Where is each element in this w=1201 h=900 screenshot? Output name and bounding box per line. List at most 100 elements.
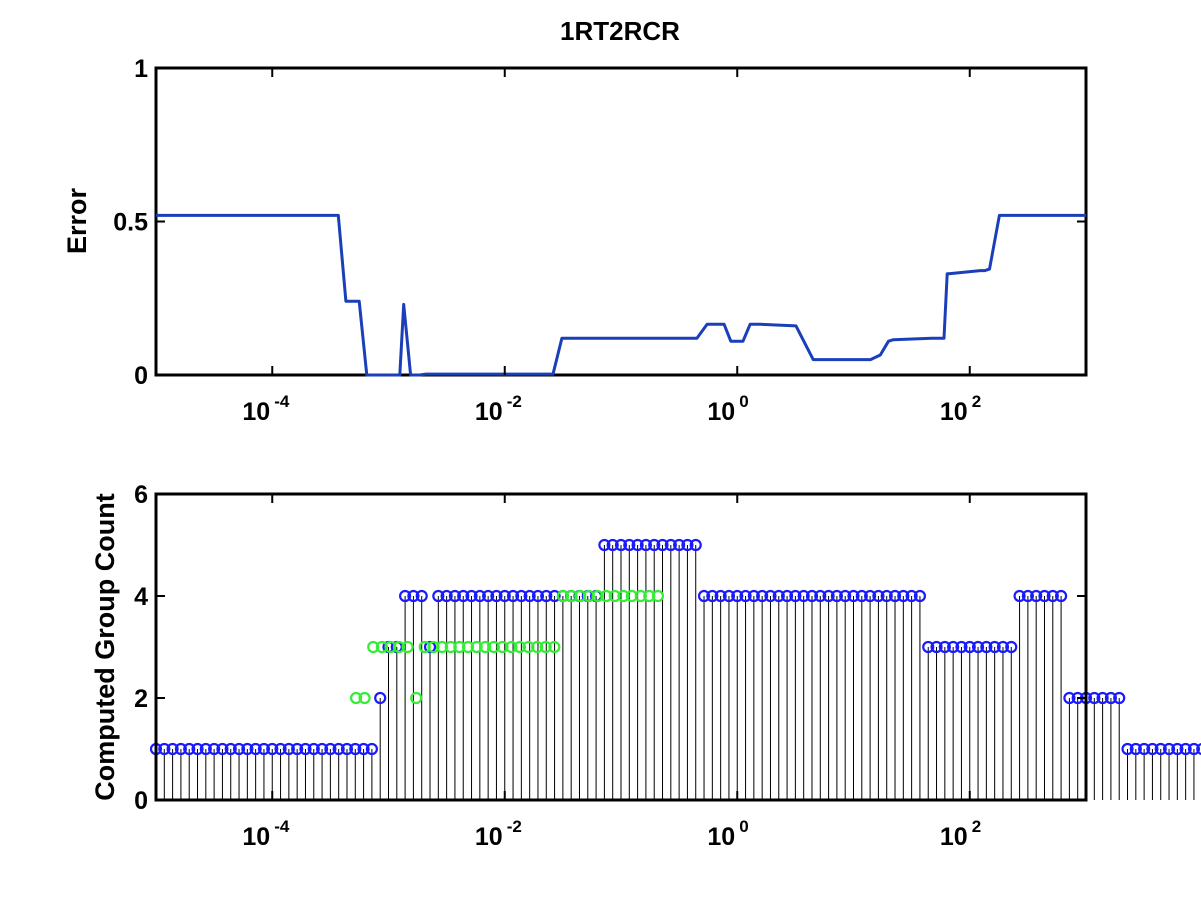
blue-marker bbox=[697, 589, 711, 603]
blue-marker bbox=[681, 538, 694, 552]
x-tick-exponent: 0 bbox=[739, 817, 748, 836]
blue-marker bbox=[1179, 742, 1192, 756]
x-tick-exponent: -2 bbox=[507, 392, 522, 411]
green-marker bbox=[401, 640, 414, 654]
blue-marker bbox=[1013, 589, 1026, 603]
blue-marker bbox=[199, 742, 212, 756]
blue-marker bbox=[1113, 691, 1126, 705]
green-marker bbox=[392, 640, 406, 654]
green-marker bbox=[479, 640, 492, 654]
green-marker bbox=[565, 589, 578, 603]
blue-marker bbox=[1063, 691, 1076, 705]
blue-marker bbox=[855, 589, 868, 603]
blue-marker bbox=[780, 589, 794, 603]
blue-marker bbox=[847, 589, 860, 603]
blue-marker bbox=[830, 589, 843, 603]
blue-marker bbox=[756, 589, 769, 603]
blue-marker bbox=[1046, 589, 1059, 603]
blue-marker bbox=[423, 640, 437, 654]
blue-marker bbox=[490, 589, 503, 603]
blue-marker bbox=[365, 742, 378, 756]
blue-marker bbox=[208, 742, 221, 756]
green-marker bbox=[375, 640, 388, 654]
blue-marker bbox=[656, 538, 669, 552]
green-marker bbox=[505, 640, 518, 654]
blue-marker bbox=[897, 589, 910, 603]
blue-marker bbox=[307, 742, 320, 756]
blue-marker bbox=[1129, 742, 1142, 756]
blue-marker bbox=[465, 589, 478, 603]
green-marker bbox=[427, 640, 440, 654]
blue-marker bbox=[764, 589, 777, 603]
green-marker bbox=[513, 640, 527, 654]
green-marker bbox=[435, 640, 449, 654]
blue-marker bbox=[274, 742, 287, 756]
blue-marker bbox=[440, 589, 453, 603]
green-marker bbox=[453, 640, 466, 654]
x-tick-exponent: 2 bbox=[972, 392, 981, 411]
green-marker bbox=[591, 589, 604, 603]
blue-marker bbox=[324, 742, 337, 756]
blue-marker bbox=[648, 538, 661, 552]
green-markers bbox=[349, 589, 665, 705]
blue-marker bbox=[357, 742, 370, 756]
y-tick-label: 0.5 bbox=[113, 209, 148, 237]
blue-marker bbox=[482, 589, 495, 603]
green-marker bbox=[418, 640, 431, 654]
green-marker bbox=[600, 589, 613, 603]
blue-marker bbox=[1088, 691, 1101, 705]
blue-marker bbox=[1171, 742, 1184, 756]
blue-marker bbox=[399, 589, 412, 603]
blue-marker bbox=[673, 538, 686, 552]
blue-marker bbox=[1154, 742, 1167, 756]
green-marker bbox=[470, 640, 483, 654]
blue-marker bbox=[731, 589, 744, 603]
green-marker bbox=[358, 691, 371, 705]
blue-marker bbox=[1030, 589, 1043, 603]
group-count-axis-label: Computed Group Count bbox=[90, 493, 120, 800]
blue-marker bbox=[249, 742, 262, 756]
y-tick-label: 6 bbox=[134, 481, 148, 509]
blue-marker bbox=[963, 640, 976, 654]
x-tick-exponent: 2 bbox=[972, 817, 981, 836]
blue-marker bbox=[1187, 742, 1201, 756]
stems bbox=[155, 545, 1195, 800]
green-marker bbox=[539, 640, 552, 654]
blue-marker bbox=[805, 589, 819, 603]
blue-marker bbox=[872, 589, 885, 603]
green-marker bbox=[349, 691, 363, 705]
blue-marker bbox=[880, 589, 893, 603]
green-marker bbox=[461, 640, 475, 654]
green-marker bbox=[548, 640, 561, 654]
green-marker bbox=[608, 589, 621, 603]
blue-marker bbox=[922, 640, 935, 654]
x-tick-label: 10 bbox=[940, 823, 968, 851]
blue-marker bbox=[988, 640, 1001, 654]
blue-marker bbox=[1146, 742, 1159, 756]
blue-marker bbox=[1162, 742, 1176, 756]
x-tick-label: 10 bbox=[707, 823, 735, 851]
blue-marker bbox=[282, 742, 295, 756]
y-tick-label: 0 bbox=[134, 787, 148, 815]
green-marker bbox=[410, 691, 423, 705]
blue-marker bbox=[257, 742, 271, 756]
blue-marker bbox=[905, 589, 918, 603]
blue-marker bbox=[1196, 743, 1201, 755]
x-tick-exponent: 0 bbox=[739, 392, 748, 411]
blue-marker bbox=[1104, 691, 1118, 705]
error-axes-frame bbox=[154, 66, 1088, 377]
blue-marker bbox=[374, 691, 387, 705]
blue-marker bbox=[166, 742, 179, 756]
error-line bbox=[156, 213, 1086, 377]
group-count-series bbox=[149, 538, 1201, 800]
blue-marker bbox=[158, 742, 171, 756]
blue-marker bbox=[241, 742, 254, 756]
blue-marker bbox=[996, 640, 1010, 654]
blue-marker bbox=[232, 742, 246, 756]
blue-marker bbox=[1121, 742, 1134, 756]
blue-marker bbox=[789, 589, 802, 603]
blue-marker bbox=[432, 589, 445, 603]
x-tick-exponent: -4 bbox=[274, 817, 290, 836]
x-tick-label: 10 bbox=[707, 398, 735, 426]
